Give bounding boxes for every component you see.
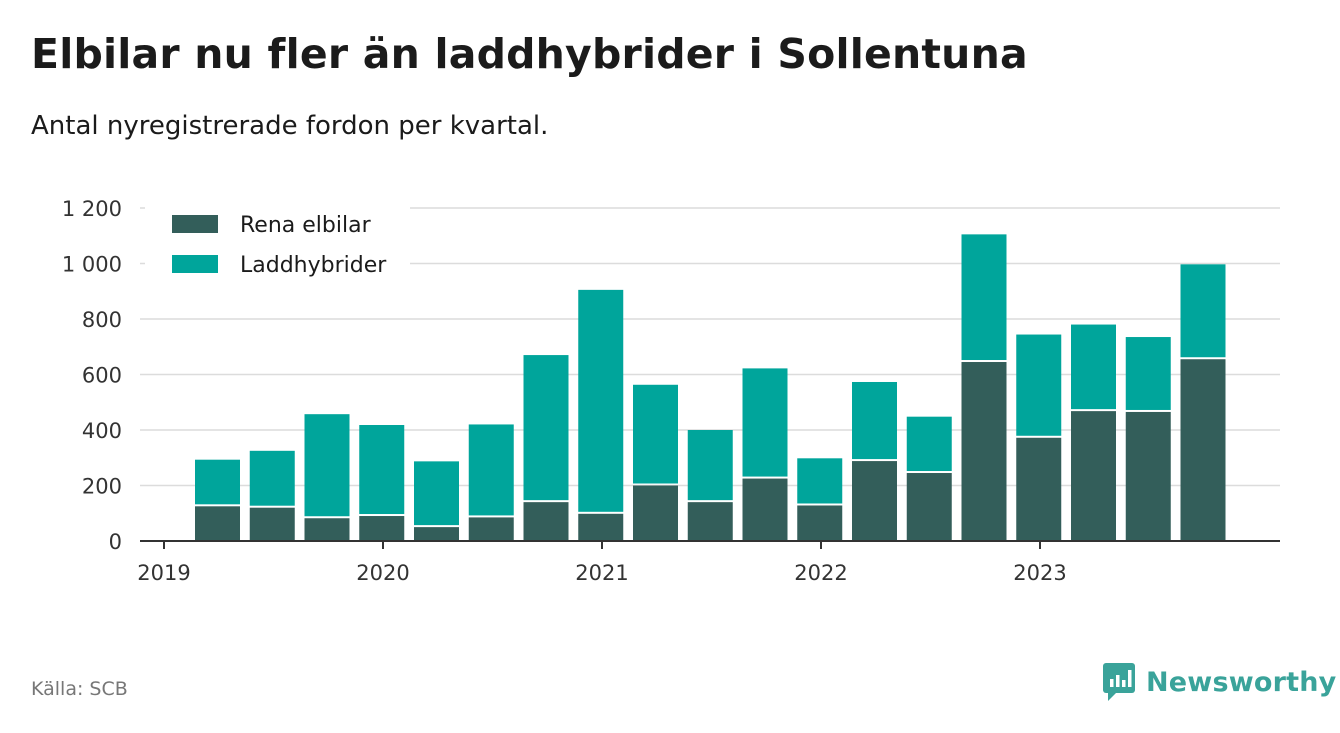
bar-rena-elbilar [852,461,897,541]
bar-rena-elbilar [578,513,624,541]
bar-rena-elbilar [1071,411,1116,541]
y-tick-label: 0 [109,530,122,554]
bar-laddhybrider [578,289,624,512]
bar-rena-elbilar [687,502,733,541]
bar-laddhybrider [359,425,405,515]
bar-laddhybrider [633,384,678,484]
legend-label-rena-elbilar: Rena elbilar [240,213,372,238]
x-tick-label: 2021 [575,561,628,585]
bar-laddhybrider [1180,264,1226,358]
y-tick-label: 1 200 [62,197,122,221]
bar-laddhybrider [1016,334,1062,436]
bar-laddhybrider [797,458,843,504]
bar-laddhybrider [468,424,514,516]
legend-swatch-laddhybrider [172,255,218,273]
bar-rena-elbilar [1125,411,1171,541]
bar-rena-elbilar [1016,437,1062,541]
bar-laddhybrider [195,459,240,505]
bar-laddhybrider [906,416,952,472]
y-tick-label: 200 [82,475,122,499]
x-tick-label: 2023 [1013,561,1066,585]
y-tick-label: 1 000 [62,253,122,277]
bar-laddhybrider [961,234,1007,361]
bar-chart: 0 200 400 600 800 1 000 1 200 2019 2020 2021 2022 2… [62,197,1280,585]
bar-rena-elbilar [633,485,678,541]
newsworthy-logo-icon [1103,663,1135,701]
bar-laddhybrider [1125,337,1171,410]
bar-rena-elbilar [249,507,295,541]
bar-rena-elbilar [1180,359,1226,541]
bar-rena-elbilar [906,473,952,541]
bar-laddhybrider [523,355,569,501]
brand-name: Newsworthy [1146,666,1337,698]
legend-label-laddhybrider: Laddhybrider [240,253,387,278]
bar-laddhybrider [414,461,459,526]
bar-rena-elbilar [195,506,240,541]
bar-rena-elbilar [359,516,405,541]
chart-subtitle: Antal nyregistrerade fordon per kvartal. [31,111,549,141]
bar-rena-elbilar [414,527,459,541]
legend-swatch-rena-elbilar [172,215,218,233]
bar-laddhybrider [742,368,788,477]
bar-laddhybrider [249,450,295,506]
bar-rena-elbilar [961,362,1007,541]
x-tick-label: 2022 [794,561,847,585]
bar-rena-elbilar [797,505,843,541]
bar-rena-elbilar [304,518,350,541]
y-tick-label: 800 [82,308,122,332]
source-label: Källa: SCB [31,678,128,700]
bar-rena-elbilar [468,517,514,541]
bar-laddhybrider [1071,324,1116,410]
y-tick-label: 400 [82,419,122,443]
bar-laddhybrider [852,381,897,460]
chart-title: Elbilar nu fler än laddhybrider i Sollen… [31,30,1028,78]
bar-laddhybrider [687,430,733,501]
y-tick-label: 600 [82,364,122,388]
bar-laddhybrider [304,414,350,517]
x-tick-label: 2020 [356,561,409,585]
newsworthy-logo: Newsworthy [1102,662,1336,702]
x-tick-label: 2019 [137,561,190,585]
bar-rena-elbilar [523,502,569,541]
bar-rena-elbilar [742,478,788,541]
